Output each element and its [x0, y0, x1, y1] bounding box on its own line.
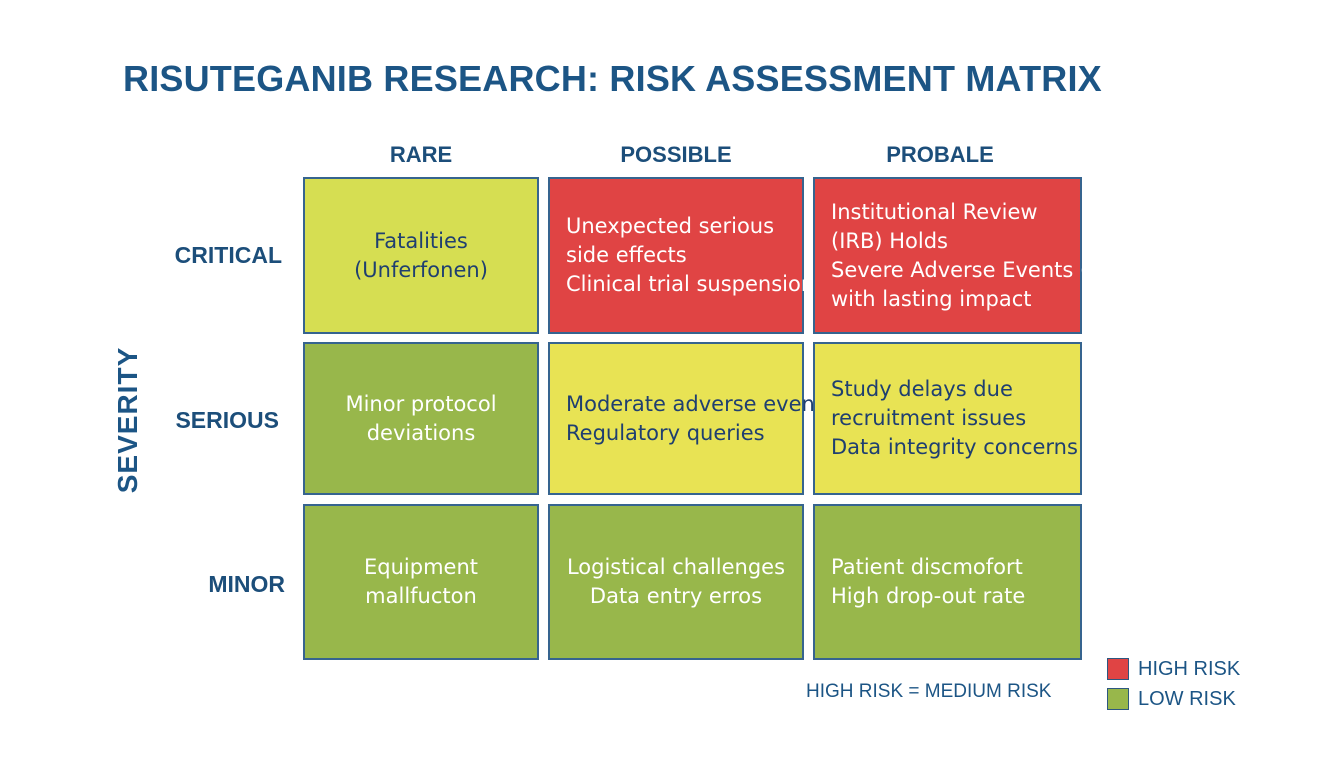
cell-text-line: High drop-out rate — [831, 584, 1026, 608]
cell-critical-possible: Unexpected serious side effects Clinical t… — [548, 177, 814, 334]
cell-critical-rare: Fatalities (Unferfonen) — [303, 177, 539, 334]
cell-text-line: Logistical challenges — [566, 555, 786, 579]
cell-text-line: side effects — [566, 243, 687, 267]
column-header-rare: RARE — [389, 142, 453, 167]
legend-label-high-risk: HIGH RISK — [1138, 658, 1241, 680]
cell-text-line: Moderate adverse events — [566, 391, 835, 416]
cell-text-line: Institutional Review — [831, 199, 1038, 224]
cell-minor-rare: Equipment mallfucton — [303, 504, 539, 660]
cell-text-line: Data integrity concerns — [831, 435, 1078, 459]
cell-text-line: Severe Adverse Events (SAE) — [831, 257, 1138, 282]
cell-minor-probable: Patient discmofort High drop-out rate — [813, 504, 1082, 660]
cell-text-line: Fatalities — [374, 228, 468, 253]
cell-minor-possible: Logistical challenges Data entry erros — [548, 504, 804, 660]
cell-serious-rare: Minor protocol deviations — [303, 342, 539, 495]
legend-swatch-high-risk — [1107, 658, 1129, 680]
legend-note: HIGH RISK = MEDIUM RISK — [806, 681, 1052, 702]
cell-text-line: (Unferfonen) — [354, 257, 488, 282]
cell-text-line: deviations — [366, 420, 476, 445]
cell-text-line: Minor protocol — [345, 391, 497, 416]
legend-swatch-low-risk — [1107, 688, 1129, 710]
row-header-serious: SERIOUS — [175, 407, 279, 433]
cell-text-line: Patient discmofort — [831, 555, 1023, 579]
cell-text-line: Unexpected serious — [566, 214, 775, 238]
cell-text-line: recruitment issues — [831, 406, 1027, 430]
cell-text-line: Regulatory queries — [566, 420, 765, 445]
column-header-possible: POSSIBLE — [620, 142, 732, 167]
cell-text-line: mallfucton — [365, 584, 477, 608]
cell-text-line: Study delays due — [831, 377, 1013, 401]
page-title: RISUTEGANIB RESEARCH: RISK ASSESSMENT MA… — [123, 58, 1102, 99]
cell-text-line: Clinical trial suspension — [566, 272, 815, 296]
cell-text-line: (IRB) Holds — [831, 228, 948, 253]
cell-critical-probable: Institutional Review (IRB) Holds Severe Ad… — [813, 177, 1138, 334]
cell-text-line: Equipment — [364, 555, 478, 579]
column-header-probable: PROBALE — [886, 142, 994, 167]
row-header-minor: MINOR — [208, 571, 285, 597]
cell-serious-probable: Study delays due recruitment issues Data i… — [813, 342, 1082, 495]
row-header-critical: CRITICAL — [174, 242, 282, 268]
cell-text-line: with lasting impact — [831, 286, 1032, 311]
cell-serious-possible: Moderate adverse events Regulatory querie… — [548, 342, 834, 495]
legend-label-low-risk: LOW RISK — [1138, 688, 1236, 710]
cell-text-line: Data entry erros — [589, 584, 763, 608]
